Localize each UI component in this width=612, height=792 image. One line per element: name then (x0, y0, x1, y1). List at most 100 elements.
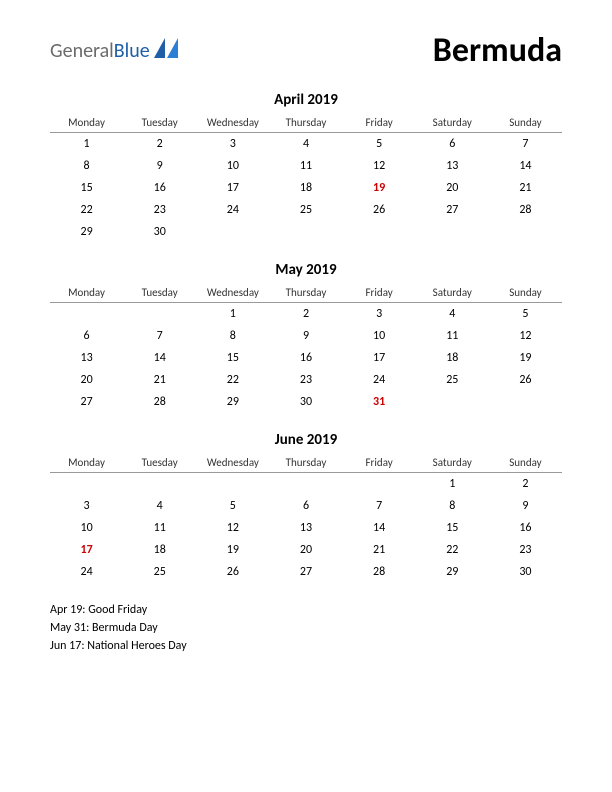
day-header: Sunday (489, 453, 562, 473)
calendar-cell: 17 (196, 177, 269, 199)
calendar-cell: 20 (50, 369, 123, 391)
calendars-container: April 2019MondayTuesdayWednesdayThursday… (50, 91, 562, 583)
day-header: Friday (343, 283, 416, 303)
calendar-cell: 7 (123, 325, 196, 347)
calendar-cell: 6 (416, 133, 489, 156)
calendar-cell: 15 (196, 347, 269, 369)
day-header: Tuesday (123, 113, 196, 133)
calendar-cell: 15 (50, 177, 123, 199)
calendar-cell: 27 (416, 199, 489, 221)
calendar-cell: 10 (196, 155, 269, 177)
day-header: Monday (50, 453, 123, 473)
calendar-cell: 12 (489, 325, 562, 347)
calendar-table: MondayTuesdayWednesdayThursdayFridaySatu… (50, 453, 562, 583)
calendar-cell: 1 (50, 133, 123, 156)
calendar-cell: 26 (343, 199, 416, 221)
calendar-cell (269, 473, 342, 496)
calendar-cell: 21 (489, 177, 562, 199)
day-header: Monday (50, 283, 123, 303)
calendar-cell: 18 (269, 177, 342, 199)
calendar-cell: 14 (489, 155, 562, 177)
calendar-cell: 3 (50, 495, 123, 517)
calendar-cell: 9 (123, 155, 196, 177)
calendar-cell (196, 221, 269, 243)
calendar-cell: 26 (196, 561, 269, 583)
calendar-cell: 18 (416, 347, 489, 369)
calendar-cell: 28 (123, 391, 196, 413)
calendar-cell: 5 (343, 133, 416, 156)
calendar-cell: 25 (416, 369, 489, 391)
calendar-cell: 25 (269, 199, 342, 221)
calendar-cell (196, 473, 269, 496)
calendar-cell: 6 (50, 325, 123, 347)
calendar-cell: 4 (416, 303, 489, 326)
calendar-cell: 26 (489, 369, 562, 391)
calendar-cell: 30 (269, 391, 342, 413)
day-header: Wednesday (196, 113, 269, 133)
calendar-table: MondayTuesdayWednesdayThursdayFridaySatu… (50, 283, 562, 413)
calendar-row: 6789101112 (50, 325, 562, 347)
calendar-cell: 2 (489, 473, 562, 496)
calendar-cell: 14 (123, 347, 196, 369)
calendar-cell: 6 (269, 495, 342, 517)
calendar-cell: 29 (196, 391, 269, 413)
holiday-entry: May 31: Bermuda Day (50, 619, 562, 637)
calendar-cell: 31 (343, 391, 416, 413)
month-block: June 2019MondayTuesdayWednesdayThursdayF… (50, 431, 562, 583)
day-header: Friday (343, 453, 416, 473)
day-header: Thursday (269, 283, 342, 303)
day-header: Saturday (416, 113, 489, 133)
calendar-row: 891011121314 (50, 155, 562, 177)
calendar-cell: 23 (489, 539, 562, 561)
calendar-row: 1234567 (50, 133, 562, 156)
calendar-cell: 24 (196, 199, 269, 221)
calendar-cell: 3 (196, 133, 269, 156)
logo-text-blue: Blue (114, 39, 150, 63)
calendar-cell: 8 (196, 325, 269, 347)
calendar-cell: 24 (50, 561, 123, 583)
calendar-cell: 18 (123, 539, 196, 561)
calendar-cell (123, 473, 196, 496)
calendar-cell (50, 473, 123, 496)
calendar-cell: 7 (343, 495, 416, 517)
calendar-row: 20212223242526 (50, 369, 562, 391)
calendar-row: 3456789 (50, 495, 562, 517)
calendar-cell: 29 (50, 221, 123, 243)
day-header: Wednesday (196, 283, 269, 303)
calendar-row: 22232425262728 (50, 199, 562, 221)
month-block: April 2019MondayTuesdayWednesdayThursday… (50, 91, 562, 243)
calendar-table: MondayTuesdayWednesdayThursdayFridaySatu… (50, 113, 562, 243)
day-header: Thursday (269, 113, 342, 133)
calendar-cell: 20 (269, 539, 342, 561)
day-header: Sunday (489, 283, 562, 303)
calendar-cell: 23 (123, 199, 196, 221)
calendar-cell: 12 (196, 517, 269, 539)
calendar-cell: 5 (196, 495, 269, 517)
calendar-cell: 1 (416, 473, 489, 496)
day-header: Monday (50, 113, 123, 133)
calendar-cell: 13 (50, 347, 123, 369)
calendar-cell: 2 (269, 303, 342, 326)
month-title: May 2019 (50, 261, 562, 279)
calendar-cell (343, 473, 416, 496)
calendar-cell: 2 (123, 133, 196, 156)
calendar-cell: 27 (50, 391, 123, 413)
calendar-cell: 8 (50, 155, 123, 177)
calendar-cell: 19 (196, 539, 269, 561)
calendar-cell: 13 (416, 155, 489, 177)
calendar-row: 2930 (50, 221, 562, 243)
calendar-row: 15161718192021 (50, 177, 562, 199)
day-header: Friday (343, 113, 416, 133)
logo-text-general: General (50, 39, 114, 63)
calendar-cell: 11 (269, 155, 342, 177)
calendar-cell: 1 (196, 303, 269, 326)
calendar-row: 12 (50, 473, 562, 496)
calendar-cell: 13 (269, 517, 342, 539)
country-title: Bermuda (433, 30, 562, 71)
holidays-list: Apr 19: Good FridayMay 31: Bermuda DayJu… (50, 601, 562, 655)
calendar-cell: 25 (123, 561, 196, 583)
day-header: Wednesday (196, 453, 269, 473)
calendar-cell: 15 (416, 517, 489, 539)
calendar-cell: 16 (489, 517, 562, 539)
month-block: May 2019 MondayTuesdayWednesdayThursdayFr… (50, 261, 562, 413)
